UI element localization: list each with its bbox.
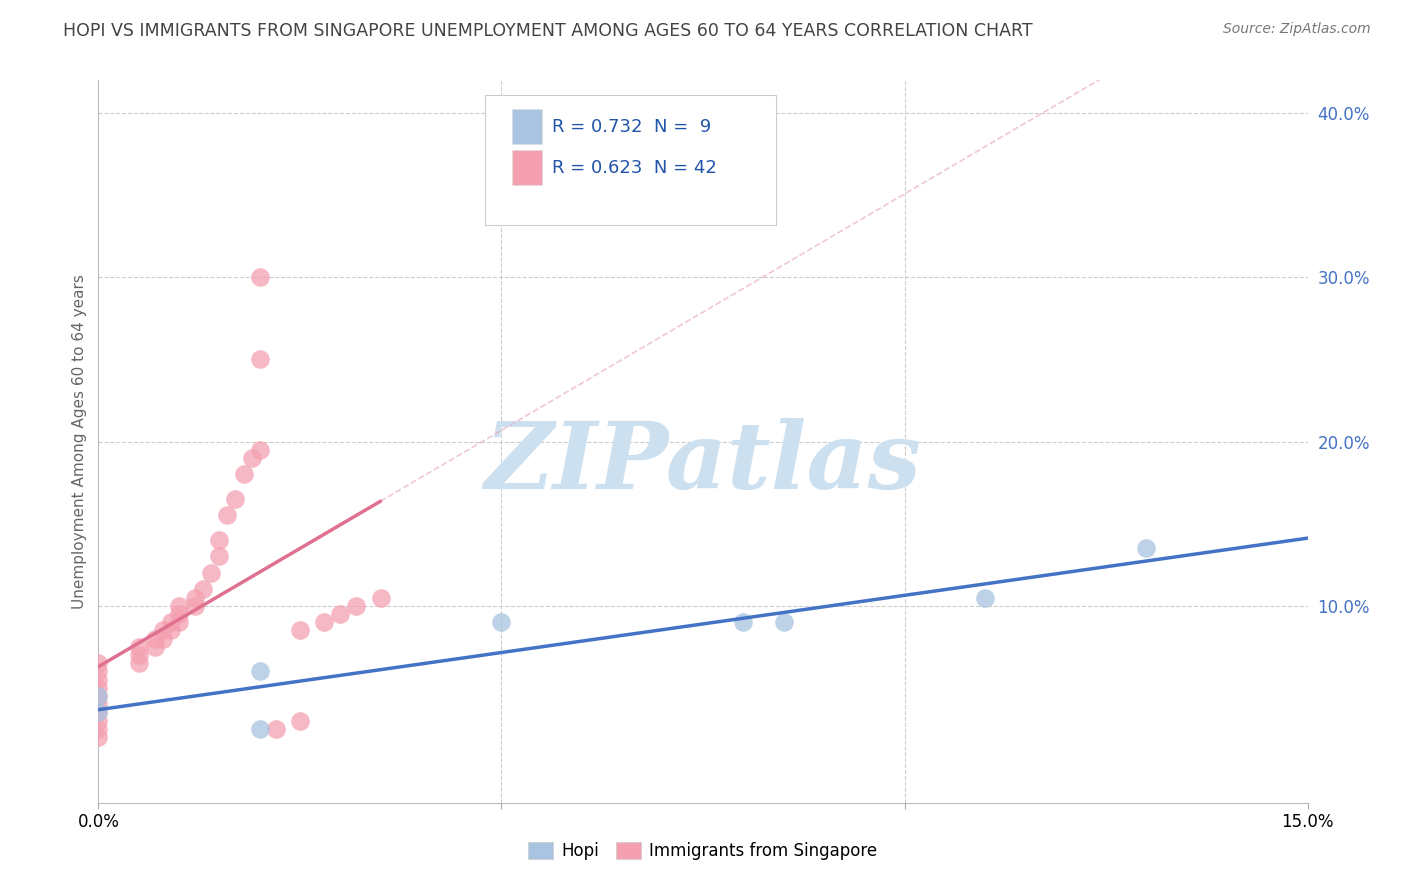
Point [128,640,150,654]
Point [184,591,207,605]
Point [128,657,150,671]
Point [491,615,513,630]
Point [249,270,271,285]
Point [329,607,352,621]
FancyBboxPatch shape [512,151,543,185]
Point [288,624,311,638]
Point [370,591,392,605]
Point [249,665,271,679]
Point [264,722,287,736]
Point [87,689,110,703]
Point [87,665,110,679]
Point [314,615,336,630]
Text: HOPI VS IMMIGRANTS FROM SINGAPORE UNEMPLOYMENT AMONG AGES 60 TO 64 YEARS CORRELA: HOPI VS IMMIGRANTS FROM SINGAPORE UNEMPL… [63,22,1033,40]
Point [87,681,110,695]
Point [249,722,271,736]
Point [232,467,254,482]
Point [87,673,110,687]
Point [167,607,190,621]
Point [344,599,367,613]
Point [200,566,222,580]
Point [87,722,110,736]
FancyBboxPatch shape [512,109,543,144]
Point [152,632,174,646]
Text: Source: ZipAtlas.com: Source: ZipAtlas.com [1223,22,1371,37]
Point [152,624,174,638]
Point [772,615,794,630]
Point [167,615,190,630]
Legend: Hopi, Immigrants from Singapore: Hopi, Immigrants from Singapore [522,835,884,867]
Point [87,657,110,671]
FancyBboxPatch shape [485,95,776,225]
Point [249,352,271,367]
Point [217,508,239,523]
Text: ZIPatlas: ZIPatlas [485,418,921,508]
Y-axis label: Unemployment Among Ages 60 to 64 years: Unemployment Among Ages 60 to 64 years [72,274,87,609]
Point [160,615,183,630]
Point [208,533,231,547]
Point [87,714,110,728]
Text: R = 0.732  N =  9: R = 0.732 N = 9 [551,118,711,136]
Point [87,706,110,720]
Point [1135,541,1157,556]
Point [167,599,190,613]
Point [87,706,110,720]
Point [193,582,215,597]
Point [733,615,755,630]
Point [143,640,166,654]
Point [87,698,110,712]
Point [208,549,231,564]
Point [224,491,246,506]
Point [87,730,110,744]
Point [974,591,997,605]
Point [240,450,263,465]
Point [184,599,207,613]
Text: R = 0.623  N = 42: R = 0.623 N = 42 [551,160,717,178]
Point [288,714,311,728]
Point [87,689,110,703]
Point [143,632,166,646]
Point [160,624,183,638]
Point [128,648,150,662]
Point [249,442,271,457]
